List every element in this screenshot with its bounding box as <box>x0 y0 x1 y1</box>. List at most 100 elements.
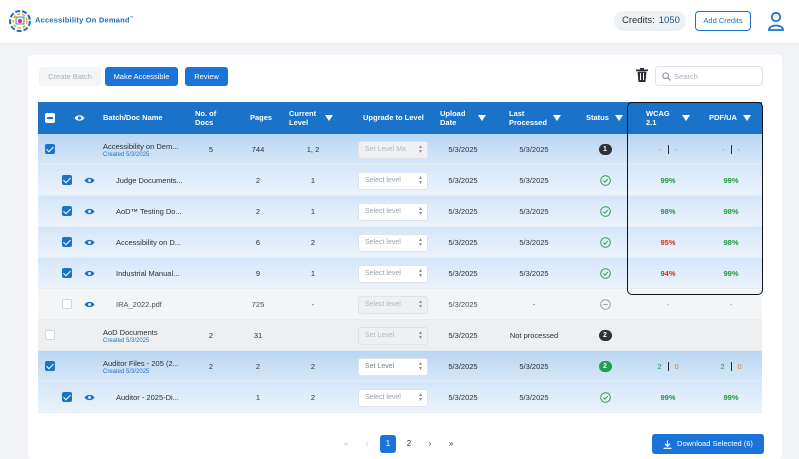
batch-name[interactable]: Accessibility on Dem... <box>103 141 179 151</box>
pages-count: 9 <box>255 269 261 278</box>
wcag-score[interactable]: 94% <box>660 269 676 278</box>
select-level-dropdown[interactable]: Select level ▴ ▾ <box>358 265 428 283</box>
add-credits-button[interactable]: Add Credits <box>695 11 751 31</box>
eye-icon[interactable] <box>84 301 95 308</box>
table-row[interactable]: Judge Documents... 2 1 Select level ▴ ▾ 5/… <box>38 165 762 196</box>
select-level-dropdown[interactable]: Select level ▴ ▾ <box>358 234 428 252</box>
pdfua-pass-count[interactable]: 2 <box>720 362 725 371</box>
row-checkbox[interactable] <box>62 299 72 309</box>
wcag-score[interactable]: 98% <box>660 207 676 216</box>
select-level-dropdown[interactable]: Select level ▴ ▾ <box>358 203 428 221</box>
row-checkbox[interactable] <box>62 206 72 216</box>
col-last-processed[interactable]: Last Processed <box>509 102 561 134</box>
select-level-dropdown[interactable]: Select level ▴ ▾ <box>358 172 428 190</box>
table-row[interactable]: AoD™ Testing Do... 2 1 Select level ▴ ▾ 5/… <box>38 196 762 227</box>
status-badge[interactable]: 1 <box>598 144 612 155</box>
row-checkbox[interactable] <box>45 330 55 340</box>
table-row[interactable]: Auditor - 2025-Di... 1 2 Select level ▴ ▾ … <box>38 382 762 413</box>
batch-name[interactable]: Auditor Files - 205 (2... <box>103 358 179 368</box>
filter-icon[interactable] <box>682 115 690 121</box>
set-level-select[interactable]: Set Level Ma ▴ ▾ <box>358 141 428 159</box>
pdfua-fail-count[interactable]: 0 <box>737 362 742 371</box>
col-current-level[interactable]: Current Level <box>289 102 333 134</box>
table-row[interactable]: AoD Documents Created 5/3/2025 2 31 Set … <box>38 320 762 351</box>
eye-icon[interactable] <box>84 394 95 401</box>
table-row[interactable]: IRA_2022.pdf 725 - Select level ▴ ▾ 5/3/20… <box>38 289 762 320</box>
col-upload-date[interactable]: Upload Date <box>440 102 486 134</box>
row-checkbox[interactable] <box>62 392 72 402</box>
eye-icon[interactable] <box>84 239 95 246</box>
pagination-page-1[interactable]: 1 <box>380 435 396 453</box>
doc-name[interactable]: AoD™ Testing Do... <box>116 207 182 216</box>
status-badge[interactable]: 2 <box>598 361 612 372</box>
create-batch-button[interactable]: Create Batch <box>39 67 101 86</box>
wcag-score[interactable]: 95% <box>660 238 676 247</box>
pdfua-score[interactable]: 98% <box>723 238 739 247</box>
table-row[interactable]: Auditor Files - 205 (2... Created 5/3/20… <box>38 351 762 382</box>
wcag-score[interactable]: 99% <box>660 176 676 185</box>
pagination-last[interactable]: » <box>448 439 454 448</box>
wcag-score[interactable]: 99% <box>660 393 676 402</box>
status-badge[interactable]: 2 <box>598 330 612 341</box>
pdfua-score[interactable]: 98% <box>723 207 739 216</box>
eye-icon[interactable] <box>84 270 95 277</box>
doc-name[interactable]: Judge Documents... <box>116 176 183 185</box>
review-button[interactable]: Review <box>185 67 228 86</box>
set-level-select[interactable]: Set Level ▴ ▾ <box>358 358 428 376</box>
last-processed: 5/3/2025 <box>519 145 549 154</box>
download-selected-button[interactable]: Download Selected (6) <box>652 434 764 454</box>
pdfua-score[interactable]: 99% <box>723 176 739 185</box>
last-processed: 5/3/2025 <box>519 176 549 185</box>
eye-icon[interactable] <box>84 208 95 215</box>
select-level-dropdown[interactable]: Select level ▴ ▾ <box>358 296 428 314</box>
batch-name[interactable]: AoD Documents <box>103 327 158 337</box>
eye-icon[interactable] <box>84 177 95 184</box>
pagination-prev[interactable]: ‹ <box>365 439 369 448</box>
set-level-select[interactable]: Set Level ▴ ▾ <box>358 327 428 345</box>
filter-icon[interactable] <box>553 115 561 121</box>
filter-icon[interactable] <box>742 115 751 121</box>
pagination-first[interactable]: « <box>343 439 349 448</box>
row-checkbox[interactable] <box>62 175 72 185</box>
col-pages: Pages <box>250 113 273 123</box>
filter-icon[interactable] <box>478 115 486 121</box>
batch-created-date: Created 5/3/2025 <box>103 368 150 375</box>
pdfua-score[interactable]: 99% <box>723 269 739 278</box>
check-circle-icon <box>599 175 611 186</box>
select-level-dropdown[interactable]: Select level ▴ ▾ <box>358 389 428 407</box>
col-pdfua[interactable]: PDF/UA <box>709 102 751 134</box>
select-all-checkbox[interactable] <box>45 113 55 123</box>
pages-count: 744 <box>251 145 265 154</box>
col-status[interactable]: Status <box>586 102 623 134</box>
logo-text: Accessibility On Demand™ <box>35 15 134 25</box>
pdfua-score[interactable]: 99% <box>723 393 739 402</box>
row-checkbox[interactable] <box>45 361 55 371</box>
row-checkbox[interactable] <box>62 237 72 247</box>
table-row[interactable]: Industrial Manual... 9 1 Select level ▴ ▾ … <box>38 258 762 289</box>
check-circle-icon <box>599 268 611 279</box>
doc-name[interactable]: Industrial Manual... <box>116 269 180 278</box>
col-wcag[interactable]: WCAG 2.1 <box>646 102 690 134</box>
table-row[interactable]: Accessibility on D... 6 2 Select level ▴ ▾… <box>38 227 762 258</box>
eye-icon[interactable] <box>74 114 85 122</box>
pagination-page-2[interactable]: 2 <box>406 439 412 448</box>
wcag-fail-count[interactable]: 0 <box>674 362 679 371</box>
pagination-next[interactable]: › <box>428 439 432 448</box>
row-checkbox[interactable] <box>62 268 72 278</box>
user-icon[interactable] <box>767 11 785 31</box>
doc-name[interactable]: IRA_2022.pdf <box>116 300 162 309</box>
pages-count: 1 <box>255 393 261 402</box>
row-checkbox[interactable] <box>45 144 55 154</box>
doc-name[interactable]: Auditor - 2025-Di... <box>116 393 179 402</box>
wcag-pass-count[interactable]: 2 <box>657 362 662 371</box>
filter-icon[interactable] <box>325 115 333 121</box>
pages-count: 2 <box>255 207 261 216</box>
search-box[interactable] <box>655 66 763 86</box>
score-columns-highlight <box>627 102 763 295</box>
make-accessible-button[interactable]: Make Accessible <box>105 67 178 86</box>
trash-icon[interactable] <box>636 68 648 82</box>
filter-icon[interactable] <box>614 115 623 121</box>
search-input[interactable] <box>674 70 758 83</box>
table-row[interactable]: Accessibility on Dem... Created 5/3/2025… <box>38 134 762 165</box>
doc-name[interactable]: Accessibility on D... <box>116 238 182 247</box>
